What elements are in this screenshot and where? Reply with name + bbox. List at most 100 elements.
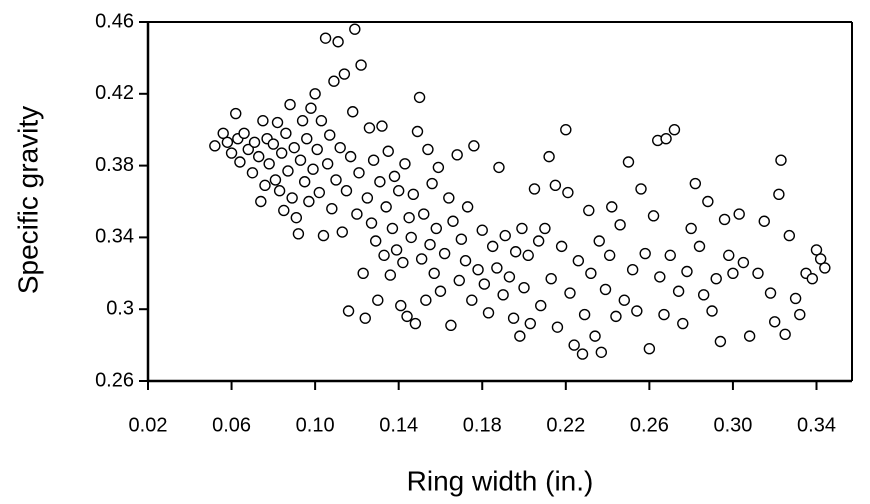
point <box>478 278 491 290</box>
point <box>672 285 685 297</box>
point <box>422 143 434 156</box>
point <box>453 274 465 287</box>
point <box>603 249 616 262</box>
x-tick-label: 0.02 <box>129 414 168 436</box>
point <box>246 167 259 179</box>
point <box>789 292 802 305</box>
point <box>355 59 367 71</box>
point <box>468 140 480 152</box>
point <box>482 307 495 319</box>
point <box>794 308 806 321</box>
x-tick-label: 0.10 <box>296 414 335 436</box>
point <box>539 222 551 235</box>
point <box>727 267 739 279</box>
point <box>428 267 440 279</box>
point <box>382 145 394 157</box>
point <box>507 312 520 324</box>
point <box>296 115 309 127</box>
x-tick-label: 0.14 <box>379 414 418 436</box>
point <box>706 305 718 317</box>
point <box>413 91 426 104</box>
point <box>209 140 221 152</box>
point <box>599 283 612 296</box>
point <box>660 132 672 145</box>
point <box>583 204 595 217</box>
point <box>221 136 234 148</box>
point <box>718 213 731 226</box>
point <box>225 147 238 159</box>
x-tick-label: 0.22 <box>546 414 585 436</box>
point <box>372 294 384 306</box>
point <box>472 264 484 276</box>
y-axis-title: Specific gravity <box>12 106 43 294</box>
point <box>426 177 438 190</box>
point <box>618 294 630 306</box>
point <box>769 316 781 328</box>
point <box>301 132 313 145</box>
point <box>562 186 574 199</box>
point <box>351 208 363 220</box>
point <box>685 222 697 235</box>
y-tick-label: 0.26 <box>95 369 134 391</box>
point <box>819 262 831 274</box>
point <box>424 238 436 251</box>
point <box>403 211 415 224</box>
point <box>395 299 407 312</box>
point <box>432 161 445 174</box>
point <box>693 240 706 253</box>
point <box>589 330 601 342</box>
y-tick-label: 0.46 <box>95 10 134 32</box>
point <box>309 88 321 100</box>
point <box>242 143 254 156</box>
point <box>336 226 348 238</box>
point <box>743 330 756 342</box>
point <box>392 185 405 197</box>
point <box>357 267 369 279</box>
point <box>455 233 468 245</box>
point <box>307 163 319 175</box>
point <box>664 249 676 262</box>
point <box>764 287 777 299</box>
point <box>330 174 342 186</box>
point <box>518 281 530 294</box>
point <box>418 208 430 220</box>
x-tick-label: 0.34 <box>797 414 836 436</box>
point <box>564 287 576 299</box>
point <box>810 244 823 256</box>
point <box>273 185 286 197</box>
point <box>723 249 735 262</box>
point <box>286 192 298 204</box>
point <box>332 36 344 48</box>
point <box>626 264 639 276</box>
point <box>378 249 390 262</box>
point <box>622 156 635 168</box>
point <box>689 177 702 190</box>
point <box>390 244 403 256</box>
x-tick-label: 0.26 <box>630 414 669 436</box>
point <box>347 106 359 118</box>
point <box>311 143 323 156</box>
point <box>253 150 265 163</box>
point <box>257 115 269 127</box>
point <box>497 289 509 301</box>
point <box>386 222 399 235</box>
point <box>681 265 693 278</box>
point <box>522 249 534 262</box>
point <box>535 299 547 312</box>
point <box>438 247 451 260</box>
x-tick-label: 0.06 <box>212 414 251 436</box>
point <box>401 310 413 323</box>
point <box>407 188 420 201</box>
point <box>324 129 336 141</box>
point <box>543 150 555 163</box>
point <box>315 115 328 127</box>
point <box>814 253 827 265</box>
point <box>459 255 472 267</box>
point <box>338 68 351 80</box>
point <box>576 348 589 360</box>
point <box>461 201 474 213</box>
point <box>411 125 424 138</box>
point <box>451 149 463 161</box>
point <box>255 195 267 208</box>
point <box>294 154 307 166</box>
